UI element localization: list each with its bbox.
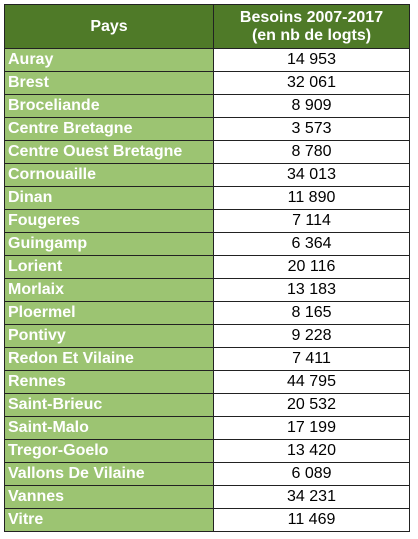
column-header-besoins: Besoins 2007-2017 (en nb de logts)	[213, 4, 410, 49]
pays-cell: Guingamp	[4, 232, 214, 256]
besoins-cell: 34 013	[213, 163, 410, 187]
table-row: Tregor-Goelo 13 420	[4, 439, 410, 463]
besoins-cell: 8 909	[213, 94, 410, 118]
pays-cell: Redon Et Vilaine	[4, 347, 214, 371]
besoins-cell: 20 532	[213, 393, 410, 417]
table-row: Saint-Malo 17 199	[4, 416, 410, 440]
table-row: Redon Et Vilaine 7 411	[4, 347, 410, 371]
besoins-cell: 7 114	[213, 209, 410, 233]
pays-cell: Centre Bretagne	[4, 117, 214, 141]
pays-cell: Vitre	[4, 508, 214, 532]
column-header-besoins-line2: (en nb de logts)	[251, 26, 372, 44]
table-row: Vallons De Vilaine 6 089	[4, 462, 410, 486]
pays-cell: Pontivy	[4, 324, 214, 348]
table-row: Broceliande 8 909	[4, 94, 410, 118]
pays-cell: Tregor-Goelo	[4, 439, 214, 463]
besoins-cell: 11 890	[213, 186, 410, 210]
table-row: Morlaix 13 183	[4, 278, 410, 302]
table-row: Ploermel 8 165	[4, 301, 410, 325]
table-row: Fougeres 7 114	[4, 209, 410, 233]
besoins-cell: 32 061	[213, 71, 410, 95]
besoins-cell: 20 116	[213, 255, 410, 279]
pays-cell: Fougeres	[4, 209, 214, 233]
pays-cell: Auray	[4, 48, 214, 72]
table-row: Lorient 20 116	[4, 255, 410, 279]
besoins-cell: 7 411	[213, 347, 410, 371]
besoins-cell: 11 469	[213, 508, 410, 532]
column-header-besoins-line1: Besoins 2007-2017	[239, 8, 384, 26]
table-row: Vannes 34 231	[4, 485, 410, 509]
table-row: Cornouaille 34 013	[4, 163, 410, 187]
table-row: Centre Bretagne 3 573	[4, 117, 410, 141]
besoins-cell: 44 795	[213, 370, 410, 394]
pays-cell: Rennes	[4, 370, 214, 394]
table-row: Vitre 11 469	[4, 508, 410, 532]
besoins-cell: 9 228	[213, 324, 410, 348]
column-header-pays: Pays	[4, 4, 214, 49]
table-body: Auray 14 953 Brest 32 061 Broceliande 8 909 Ce…	[4, 48, 410, 532]
table-row: Centre Ouest Bretagne 8 780	[4, 140, 410, 164]
table-row: Saint-Brieuc 20 532	[4, 393, 410, 417]
besoins-cell: 13 183	[213, 278, 410, 302]
pays-cell: Vallons De Vilaine	[4, 462, 214, 486]
besoins-cell: 6 089	[213, 462, 410, 486]
besoins-table: Pays Besoins 2007-2017 (en nb de logts) …	[4, 4, 410, 532]
besoins-cell: 14 953	[213, 48, 410, 72]
besoins-cell: 8 780	[213, 140, 410, 164]
header-row: Pays Besoins 2007-2017 (en nb de logts)	[4, 4, 410, 49]
pays-cell: Dinan	[4, 186, 214, 210]
pays-cell: Morlaix	[4, 278, 214, 302]
pays-cell: Ploermel	[4, 301, 214, 325]
pays-cell: Brest	[4, 71, 214, 95]
besoins-cell: 13 420	[213, 439, 410, 463]
pays-cell: Lorient	[4, 255, 214, 279]
table-row: Pontivy 9 228	[4, 324, 410, 348]
table-container: Pays Besoins 2007-2017 (en nb de logts) …	[4, 4, 410, 532]
besoins-cell: 3 573	[213, 117, 410, 141]
table-row: Dinan 11 890	[4, 186, 410, 210]
table-row: Rennes 44 795	[4, 370, 410, 394]
besoins-cell: 8 165	[213, 301, 410, 325]
besoins-cell: 34 231	[213, 485, 410, 509]
table-row: Guingamp 6 364	[4, 232, 410, 256]
table-row: Auray 14 953	[4, 48, 410, 72]
besoins-cell: 6 364	[213, 232, 410, 256]
pays-cell: Saint-Brieuc	[4, 393, 214, 417]
pays-cell: Vannes	[4, 485, 214, 509]
pays-cell: Saint-Malo	[4, 416, 214, 440]
pays-cell: Cornouaille	[4, 163, 214, 187]
table-header: Pays Besoins 2007-2017 (en nb de logts)	[4, 4, 410, 49]
pays-cell: Broceliande	[4, 94, 214, 118]
besoins-cell: 17 199	[213, 416, 410, 440]
pays-cell: Centre Ouest Bretagne	[4, 140, 214, 164]
table-row: Brest 32 061	[4, 71, 410, 95]
